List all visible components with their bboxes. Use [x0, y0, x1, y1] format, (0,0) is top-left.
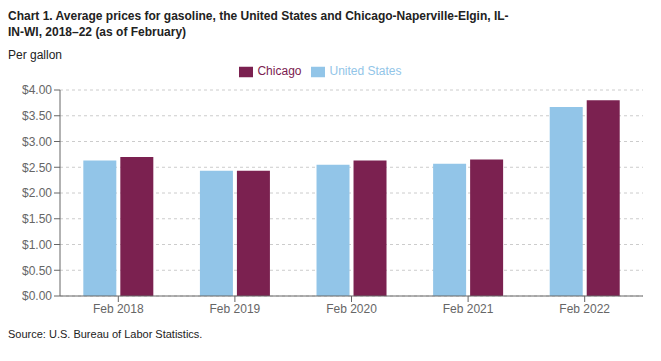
- svg-text:$2.50: $2.50: [22, 161, 52, 175]
- svg-text:Feb 2019: Feb 2019: [210, 302, 261, 316]
- svg-text:$0.50: $0.50: [22, 264, 52, 278]
- svg-text:$0.00: $0.00: [22, 290, 52, 304]
- html-text:Chart 1. Average prices for ga: Chart 1. Average prices for gasoline, th…: [8, 9, 509, 23]
- svg-text:$3.00: $3.00: [22, 135, 52, 149]
- html-text:Source: U.S. Bureau of Labor S: Source: U.S. Bureau of Labor Statistics.: [8, 328, 203, 341]
- svg-text:Feb 2020: Feb 2020: [326, 302, 377, 316]
- html-text:IN-WI, 2018–22 (as of February: IN-WI, 2018–22 (as of February): [8, 25, 187, 40]
- svg-text:$4.00: $4.00: [22, 84, 52, 98]
- svg-text:$2.00: $2.00: [22, 187, 52, 201]
- svg-text:$1.50: $1.50: [22, 212, 52, 226]
- svg-text:Feb 2018: Feb 2018: [93, 302, 144, 316]
- html-text:Chicago: Chicago: [257, 64, 302, 79]
- html-text:Per gallon: Per gallon: [8, 48, 62, 63]
- html-text:United States: United States: [329, 64, 402, 79]
- svg-text:Feb 2022: Feb 2022: [559, 302, 610, 316]
- svg-text:$3.50: $3.50: [22, 109, 52, 123]
- svg-text:Feb 2021: Feb 2021: [443, 302, 494, 316]
- svg-text:$1.00: $1.00: [22, 238, 52, 252]
